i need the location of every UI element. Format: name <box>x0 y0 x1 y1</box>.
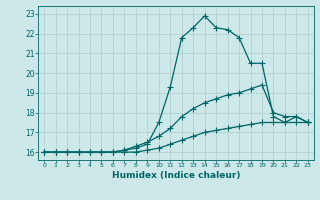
X-axis label: Humidex (Indice chaleur): Humidex (Indice chaleur) <box>112 171 240 180</box>
